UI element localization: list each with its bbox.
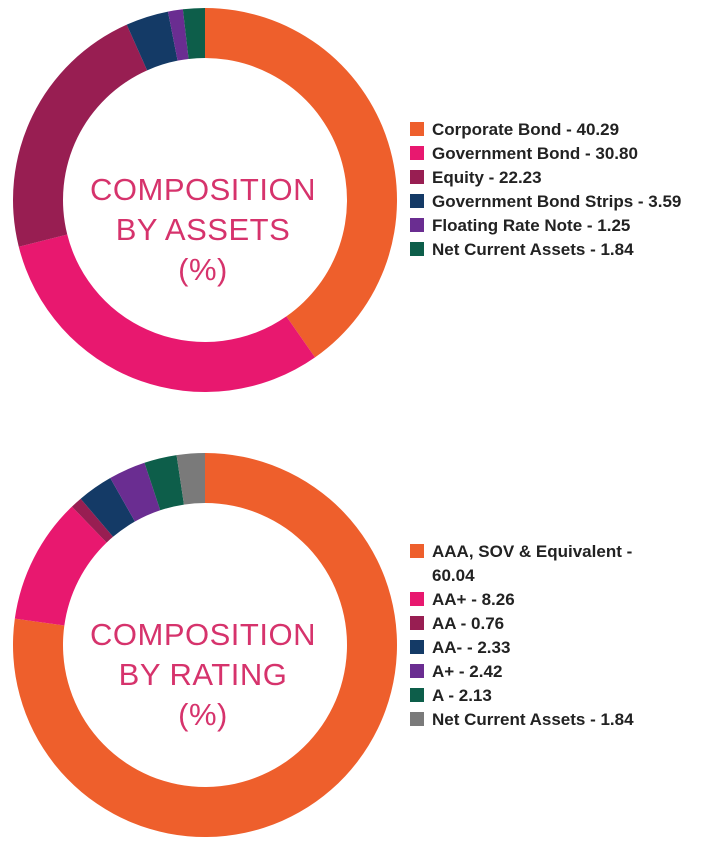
assets-center-title: COMPOSITION BY ASSETS (%) (48, 170, 358, 290)
assets-donut (12, 8, 398, 392)
legend-item: AA- - 2.33 (410, 636, 672, 660)
legend-swatch (410, 122, 424, 136)
legend-item: Floating Rate Note - 1.25 (410, 214, 681, 238)
slice-corporate-bond (205, 8, 398, 358)
legend-label: Floating Rate Note - 1.25 (432, 216, 631, 235)
assets-chart: COMPOSITION BY ASSETS (%) Corporate Bond… (0, 0, 712, 410)
legend-item: AA+ - 8.26 (410, 588, 672, 612)
legend-swatch (410, 712, 424, 726)
assets-title-line-2: BY ASSETS (115, 212, 291, 247)
legend-swatch (410, 664, 424, 678)
assets-title-line-3: (%) (178, 252, 228, 287)
rating-chart: COMPOSITION BY RATING (%) AAA, SOV & Equ… (0, 440, 712, 846)
slice-aa (14, 506, 107, 626)
legend-label: Government Bond Strips - 3.59 (432, 192, 682, 211)
rating-title-line-2: BY RATING (118, 657, 288, 692)
legend-label: Corporate Bond - 40.29 (432, 120, 620, 139)
assets-legend: Corporate Bond - 40.29 Government Bond - … (410, 118, 681, 262)
legend-swatch (410, 242, 424, 256)
legend-label: AA+ - 8.26 (432, 590, 515, 609)
legend-item: Net Current Assets - 1.84 (410, 238, 681, 262)
slice-a (144, 455, 184, 511)
legend-swatch (410, 194, 424, 208)
legend-swatch (410, 640, 424, 654)
legend-label: AA- - 2.33 (432, 638, 511, 657)
legend-item: Corporate Bond - 40.29 (410, 118, 681, 142)
legend-label: Equity - 22.23 (432, 168, 542, 187)
legend-swatch (410, 688, 424, 702)
rating-legend: AAA, SOV & Equivalent - 60.04 AA+ - 8.26 A… (410, 540, 672, 732)
legend-item: Equity - 22.23 (410, 166, 681, 190)
legend-swatch (410, 146, 424, 160)
rating-center-title: COMPOSITION BY RATING (%) (48, 615, 358, 735)
legend-swatch (410, 592, 424, 606)
rating-title-line-3: (%) (178, 697, 228, 732)
slice-government-bond-strips (126, 11, 178, 71)
legend-swatch (410, 544, 424, 558)
legend-swatch (410, 218, 424, 232)
legend-swatch (410, 170, 424, 184)
legend-label: AA - 0.76 (432, 614, 505, 633)
legend-item: AA - 0.76 (410, 612, 672, 636)
legend-label: Net Current Assets - 1.84 (432, 710, 634, 729)
legend-label: Net Current Assets - 1.84 (432, 240, 634, 259)
slice-aa (80, 478, 135, 537)
legend-label: A - 2.13 (432, 686, 492, 705)
legend-item: A - 2.13 (410, 684, 672, 708)
slice-net-current-assets (176, 453, 205, 505)
slice-net-current-assets (182, 8, 205, 59)
legend-item: Government Bond - 30.80 (410, 142, 681, 166)
rating-title-line-1: COMPOSITION (90, 617, 316, 652)
legend-swatch (410, 616, 424, 630)
legend-item: Government Bond Strips - 3.59 (410, 190, 681, 214)
legend-label: Government Bond - 30.80 (432, 144, 638, 163)
legend-item: Net Current Assets - 1.84 (410, 708, 672, 732)
slice-equity (12, 24, 148, 247)
slice-floating-rate-note (167, 9, 189, 61)
rating-donut (13, 453, 398, 837)
legend-label: A+ - 2.42 (432, 662, 503, 681)
legend-label: AAA, SOV & Equivalent - 60.04 (432, 542, 633, 585)
slice-aa (71, 498, 114, 543)
slice-government-bond (18, 234, 316, 392)
assets-title-line-1: COMPOSITION (90, 172, 316, 207)
legend-item: AAA, SOV & Equivalent - 60.04 (410, 540, 672, 588)
legend-item: A+ - 2.42 (410, 660, 672, 684)
slice-a (110, 462, 161, 522)
